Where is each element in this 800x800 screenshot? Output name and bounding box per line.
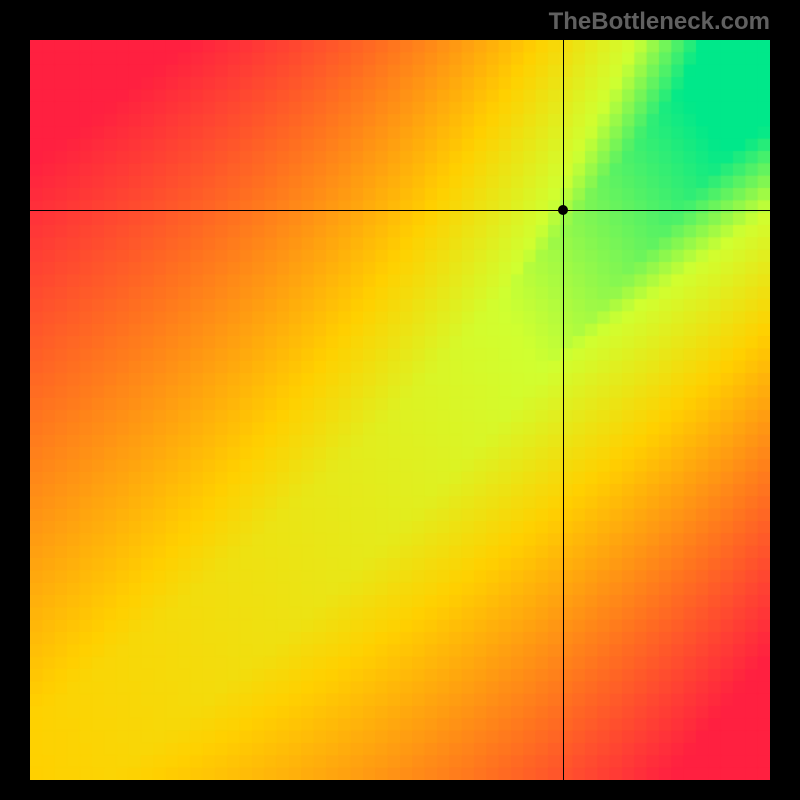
crosshair-horizontal xyxy=(30,210,770,211)
heatmap-canvas xyxy=(30,40,770,780)
marker-dot xyxy=(558,205,568,215)
heatmap-chart xyxy=(30,40,770,780)
watermark-text: TheBottleneck.com xyxy=(549,8,770,36)
crosshair-vertical xyxy=(563,40,564,780)
